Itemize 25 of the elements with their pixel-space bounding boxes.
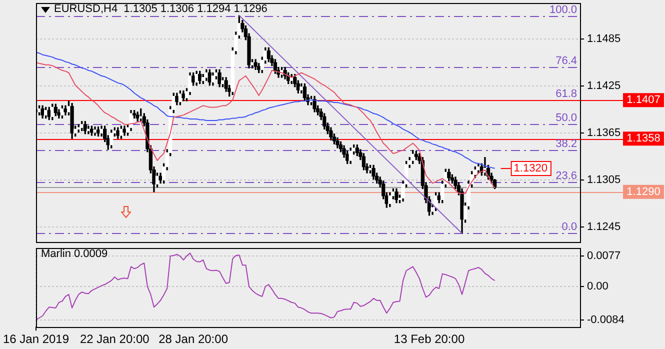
annotation: 38.2 (556, 138, 577, 150)
chart-title: Marlin 0.0009 (41, 248, 108, 260)
x-tick-label: 22 Jan 20:00 (80, 332, 150, 346)
y-tick-label: 0.0077 (587, 250, 621, 262)
annotation: 100.0 (549, 4, 577, 16)
y-tick-label: 1.1245 (587, 221, 621, 234)
annotation: 76.4 (556, 55, 577, 68)
y-tick-label: 1.1305 (587, 174, 621, 186)
x-tick-label: 28 Jan 20:00 (158, 332, 228, 346)
y-tick-label: 1.1365 (587, 127, 621, 140)
y-tick-label: 1.1425 (587, 80, 621, 92)
x-tick-label: 13 Feb 20:00 (394, 332, 465, 346)
y-tick-label: 0.00 (587, 280, 608, 293)
ref-line-label: 1.1358 (626, 132, 660, 145)
annotation: 0.0 (562, 221, 577, 234)
y-tick-label: 1.1485 (587, 33, 621, 46)
ref-line-label: 1.1407 (626, 94, 660, 106)
annotation: 50.0 (556, 112, 577, 124)
y-tick-label: -0.0084 (587, 314, 624, 326)
x-tick-label: 16 Jan 2019 (2, 332, 70, 346)
annotation: 61.8 (556, 88, 577, 100)
text: 1.1320 (514, 162, 548, 175)
annotation: 23.6 (556, 170, 577, 182)
ref-line-label: 1.1290 (626, 186, 660, 198)
chart-title: EURUSD,H4 1.1305 1.1306 1.1294 1.1296 (54, 3, 268, 15)
